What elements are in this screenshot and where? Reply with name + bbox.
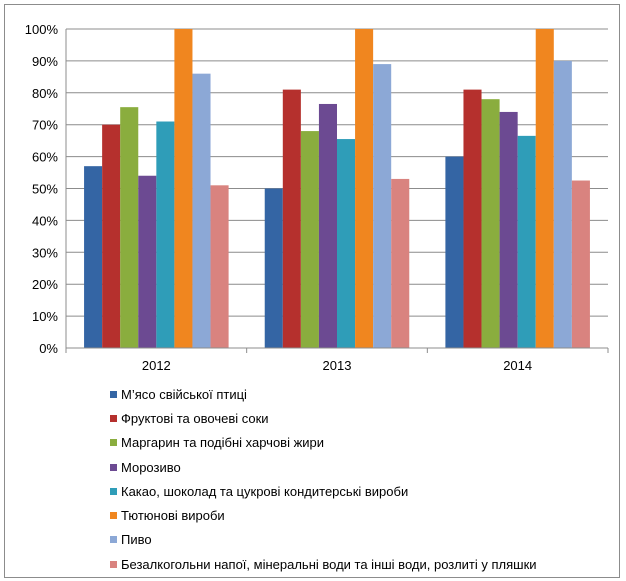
y-tick-label: 40% [32, 213, 58, 228]
bar [535, 29, 554, 348]
bar [481, 99, 500, 349]
bar [553, 60, 572, 349]
y-tick-label: 50% [32, 182, 58, 197]
bar [102, 124, 121, 348]
legend-label: Какао, шоколад та цукрові кондитерські в… [121, 483, 409, 499]
bar [282, 89, 301, 349]
bar [192, 73, 211, 348]
x-tick-label: 2012 [142, 358, 171, 373]
legend-label: Пиво [121, 532, 152, 548]
bar [373, 64, 392, 348]
axes [65, 29, 609, 353]
y-tick-label: 60% [32, 150, 58, 165]
x-tick-label: 2013 [323, 358, 352, 373]
legend-item: Безалкогольни напої, мінеральні води та … [110, 552, 537, 576]
x-tick-labels: 2012 2013 2014 [142, 358, 532, 373]
legend-swatch [110, 414, 117, 422]
y-tick-label: 10% [32, 309, 58, 324]
legend-label: М’ясо свійської птиці [121, 386, 247, 402]
x-tick-label: 2014 [503, 358, 532, 373]
legend-label: Морозиво [121, 459, 181, 475]
y-tick-label: 70% [32, 118, 58, 133]
legend-label: Фруктові та овочеві соки [121, 410, 269, 426]
bar [300, 131, 319, 348]
y-tick-label: 20% [32, 277, 58, 292]
bar [337, 139, 356, 348]
legend-swatch [110, 487, 117, 495]
bar [517, 135, 536, 348]
bar [138, 175, 157, 348]
bar [391, 178, 410, 348]
legend-swatch [110, 512, 117, 520]
y-tick-label: 80% [32, 86, 58, 101]
bar [318, 103, 337, 348]
legend-swatch [110, 560, 117, 568]
bar [463, 89, 482, 349]
bar [499, 111, 518, 348]
legend-item: Маргарин та подібні харчові жири [110, 431, 537, 455]
y-tick-label: 0% [39, 341, 58, 356]
legend-item: М’ясо свійської птиці [110, 382, 537, 406]
bar [571, 180, 590, 348]
legend-swatch [110, 536, 117, 544]
bar [445, 156, 464, 348]
legend-item: Пиво [110, 528, 537, 552]
bar [120, 107, 139, 348]
bar [174, 29, 193, 348]
legend-swatch [110, 463, 117, 471]
y-tick-label: 100% [25, 22, 59, 37]
bar [84, 166, 103, 348]
legend-label: Маргарин та подібні харчові жири [121, 435, 325, 451]
legend: М’ясо свійської птиці Фруктові та овочеві… [110, 382, 537, 576]
legend-item: Морозиво [110, 455, 537, 479]
legend-item: Тютюнові вироби [110, 503, 537, 527]
y-tick-labels: 0% 10% 20% 30% 40% 50% 60% 70% 80% 90% 100% [25, 22, 59, 356]
bar [210, 185, 229, 348]
legend-item: Какао, шоколад та цукрові кондитерські в… [110, 479, 537, 503]
bar [264, 188, 283, 348]
legend-swatch [110, 439, 117, 447]
legend-label: Безалкогольни напої, мінеральні води та … [121, 556, 537, 572]
legend-item: Фруктові та овочеві соки [110, 406, 537, 430]
legend-label: Тютюнові вироби [121, 508, 225, 524]
legend-swatch [110, 390, 117, 398]
y-tick-label: 90% [32, 54, 58, 69]
bar [355, 29, 374, 348]
y-tick-label: 30% [32, 245, 58, 260]
bars [84, 29, 590, 349]
bar [156, 121, 175, 348]
